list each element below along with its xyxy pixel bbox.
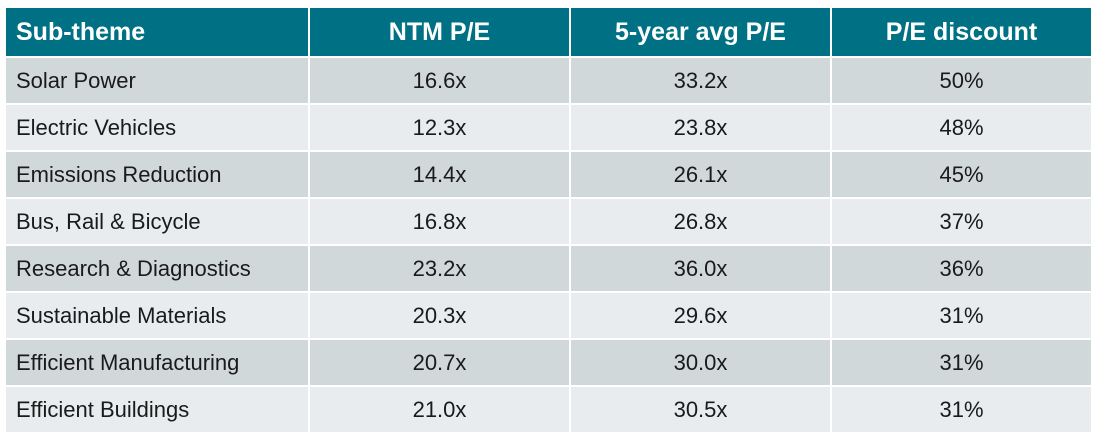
cell-sub-theme: Solar Power bbox=[4, 56, 310, 105]
cell-sub-theme: Sustainable Materials bbox=[4, 291, 310, 340]
cell-pe-discount: 37% bbox=[830, 197, 1093, 246]
table-row: Sustainable Materials 20.3x 29.6x 31% bbox=[4, 291, 1093, 340]
cell-ntm-pe: 16.8x bbox=[308, 197, 571, 246]
cell-sub-theme: Emissions Reduction bbox=[4, 150, 310, 199]
cell-5-year-avg-pe: 30.5x bbox=[569, 385, 832, 434]
cell-5-year-avg-pe: 26.1x bbox=[569, 150, 832, 199]
cell-5-year-avg-pe: 33.2x bbox=[569, 56, 832, 105]
header-row: Sub-theme NTM P/E 5-year avg P/E P/E dis… bbox=[4, 6, 1093, 58]
header-ntm-pe: NTM P/E bbox=[308, 6, 571, 58]
table-row: Electric Vehicles 12.3x 23.8x 48% bbox=[4, 103, 1093, 152]
cell-sub-theme: Electric Vehicles bbox=[4, 103, 310, 152]
cell-5-year-avg-pe: 29.6x bbox=[569, 291, 832, 340]
table-row: Bus, Rail & Bicycle 16.8x 26.8x 37% bbox=[4, 197, 1093, 246]
pe-discount-table-container: Sub-theme NTM P/E 5-year avg P/E P/E dis… bbox=[4, 6, 1093, 434]
cell-sub-theme: Efficient Buildings bbox=[4, 385, 310, 434]
header-5-year-avg-pe: 5-year avg P/E bbox=[569, 6, 832, 58]
cell-ntm-pe: 16.6x bbox=[308, 56, 571, 105]
cell-5-year-avg-pe: 30.0x bbox=[569, 338, 832, 387]
cell-ntm-pe: 21.0x bbox=[308, 385, 571, 434]
header-sub-theme: Sub-theme bbox=[4, 6, 310, 58]
cell-pe-discount: 31% bbox=[830, 291, 1093, 340]
table-row: Efficient Manufacturing 20.7x 30.0x 31% bbox=[4, 338, 1093, 387]
cell-pe-discount: 45% bbox=[830, 150, 1093, 199]
table-body: Solar Power 16.6x 33.2x 50% Electric Veh… bbox=[4, 56, 1093, 434]
table-row: Research & Diagnostics 23.2x 36.0x 36% bbox=[4, 244, 1093, 293]
cell-5-year-avg-pe: 23.8x bbox=[569, 103, 832, 152]
table-row: Efficient Buildings 21.0x 30.5x 31% bbox=[4, 385, 1093, 434]
cell-pe-discount: 36% bbox=[830, 244, 1093, 293]
pe-discount-table: Sub-theme NTM P/E 5-year avg P/E P/E dis… bbox=[4, 6, 1093, 434]
cell-ntm-pe: 20.7x bbox=[308, 338, 571, 387]
table-row: Solar Power 16.6x 33.2x 50% bbox=[4, 56, 1093, 105]
cell-sub-theme: Bus, Rail & Bicycle bbox=[4, 197, 310, 246]
cell-5-year-avg-pe: 36.0x bbox=[569, 244, 832, 293]
cell-pe-discount: 48% bbox=[830, 103, 1093, 152]
cell-ntm-pe: 20.3x bbox=[308, 291, 571, 340]
header-pe-discount: P/E discount bbox=[830, 6, 1093, 58]
cell-ntm-pe: 14.4x bbox=[308, 150, 571, 199]
cell-ntm-pe: 12.3x bbox=[308, 103, 571, 152]
table-row: Emissions Reduction 14.4x 26.1x 45% bbox=[4, 150, 1093, 199]
cell-pe-discount: 31% bbox=[830, 385, 1093, 434]
cell-pe-discount: 50% bbox=[830, 56, 1093, 105]
table-header: Sub-theme NTM P/E 5-year avg P/E P/E dis… bbox=[4, 6, 1093, 58]
cell-sub-theme: Research & Diagnostics bbox=[4, 244, 310, 293]
cell-sub-theme: Efficient Manufacturing bbox=[4, 338, 310, 387]
cell-pe-discount: 31% bbox=[830, 338, 1093, 387]
cell-ntm-pe: 23.2x bbox=[308, 244, 571, 293]
cell-5-year-avg-pe: 26.8x bbox=[569, 197, 832, 246]
